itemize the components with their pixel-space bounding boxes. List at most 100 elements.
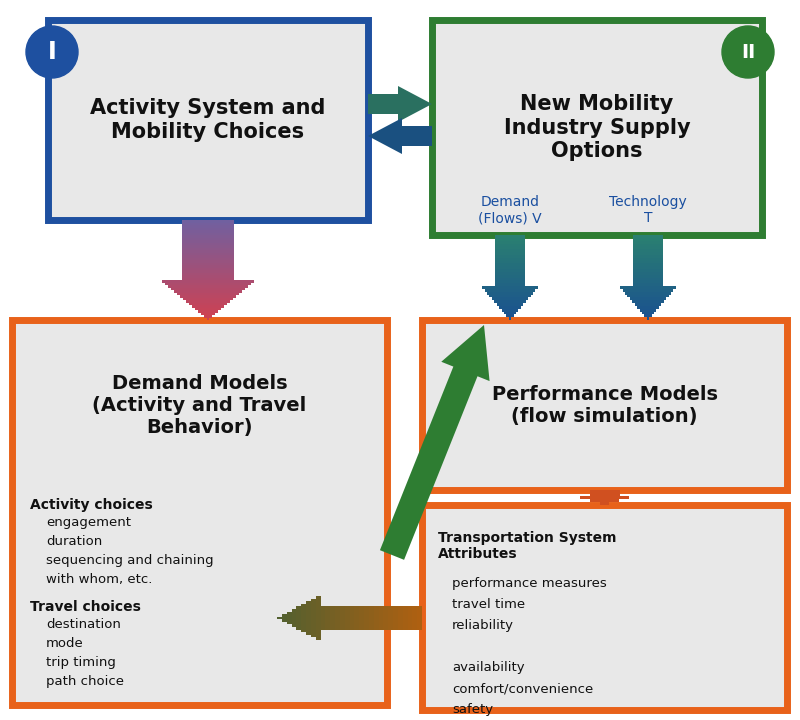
Polygon shape xyxy=(495,243,525,246)
Polygon shape xyxy=(590,499,619,502)
Polygon shape xyxy=(620,286,676,289)
Polygon shape xyxy=(490,294,530,297)
Polygon shape xyxy=(182,228,234,230)
Polygon shape xyxy=(644,315,652,318)
Polygon shape xyxy=(182,233,234,235)
Polygon shape xyxy=(364,606,369,630)
Polygon shape xyxy=(326,606,330,630)
Circle shape xyxy=(722,26,774,78)
Text: safety: safety xyxy=(452,703,493,716)
Text: New Mobility
Industry Supply
Options: New Mobility Industry Supply Options xyxy=(504,94,690,161)
Polygon shape xyxy=(495,269,525,272)
Polygon shape xyxy=(633,240,663,243)
Polygon shape xyxy=(495,261,525,264)
Polygon shape xyxy=(182,248,234,250)
Polygon shape xyxy=(168,285,248,287)
Text: reliability: reliability xyxy=(452,619,514,632)
Polygon shape xyxy=(368,86,432,122)
Polygon shape xyxy=(646,318,650,320)
Polygon shape xyxy=(374,606,378,630)
Text: Technology
T: Technology T xyxy=(609,195,687,225)
Polygon shape xyxy=(633,243,663,246)
Polygon shape xyxy=(633,269,663,272)
Polygon shape xyxy=(194,307,222,310)
Polygon shape xyxy=(633,258,663,261)
Polygon shape xyxy=(633,235,663,238)
Polygon shape xyxy=(633,280,663,283)
Polygon shape xyxy=(637,306,659,309)
Polygon shape xyxy=(495,277,525,280)
Polygon shape xyxy=(506,315,514,318)
Text: Travel choices: Travel choices xyxy=(30,600,141,614)
Polygon shape xyxy=(369,606,374,630)
Polygon shape xyxy=(182,255,234,258)
Polygon shape xyxy=(495,280,525,283)
Text: path choice: path choice xyxy=(46,675,124,688)
Polygon shape xyxy=(509,318,511,320)
Text: duration: duration xyxy=(46,535,102,548)
Polygon shape xyxy=(482,286,538,289)
Polygon shape xyxy=(485,289,535,292)
Polygon shape xyxy=(201,312,215,315)
Polygon shape xyxy=(495,238,525,240)
Text: I: I xyxy=(48,40,56,64)
Polygon shape xyxy=(633,252,663,255)
Text: Transportation System
Attributes: Transportation System Attributes xyxy=(438,531,617,561)
Polygon shape xyxy=(495,246,525,249)
Polygon shape xyxy=(633,266,663,269)
Polygon shape xyxy=(633,264,663,266)
Polygon shape xyxy=(633,249,663,252)
Polygon shape xyxy=(182,260,234,263)
Polygon shape xyxy=(495,249,525,252)
Polygon shape xyxy=(198,310,218,312)
Polygon shape xyxy=(630,297,666,300)
Polygon shape xyxy=(182,245,234,248)
Text: Demand
(Flows) V: Demand (Flows) V xyxy=(478,195,542,225)
Polygon shape xyxy=(633,274,663,277)
Polygon shape xyxy=(182,235,234,238)
Text: comfort/convenience: comfort/convenience xyxy=(452,682,594,695)
Polygon shape xyxy=(321,606,326,630)
Polygon shape xyxy=(182,243,234,245)
Polygon shape xyxy=(600,502,610,505)
Text: Activity choices: Activity choices xyxy=(30,498,153,512)
Text: travel time: travel time xyxy=(452,598,525,611)
Polygon shape xyxy=(368,118,432,154)
Polygon shape xyxy=(182,230,234,233)
Polygon shape xyxy=(182,238,234,240)
Polygon shape xyxy=(590,490,619,493)
Polygon shape xyxy=(380,325,490,560)
Polygon shape xyxy=(497,303,523,306)
Polygon shape xyxy=(499,306,521,309)
Text: availability: availability xyxy=(452,661,525,674)
Polygon shape xyxy=(502,309,518,312)
Text: destination: destination xyxy=(46,618,121,631)
Text: trip timing: trip timing xyxy=(46,656,116,669)
Polygon shape xyxy=(492,297,528,300)
Polygon shape xyxy=(182,277,234,280)
Polygon shape xyxy=(174,290,242,292)
Polygon shape xyxy=(165,282,251,285)
Polygon shape xyxy=(495,283,525,286)
Polygon shape xyxy=(306,601,311,635)
Polygon shape xyxy=(316,596,321,640)
Polygon shape xyxy=(182,265,234,268)
Polygon shape xyxy=(186,300,230,302)
Polygon shape xyxy=(495,252,525,255)
Polygon shape xyxy=(495,258,525,261)
Polygon shape xyxy=(203,315,213,318)
Polygon shape xyxy=(634,303,662,306)
Polygon shape xyxy=(633,238,663,240)
Polygon shape xyxy=(311,598,316,637)
Polygon shape xyxy=(417,606,422,630)
Polygon shape xyxy=(383,606,388,630)
Polygon shape xyxy=(282,614,286,622)
Polygon shape xyxy=(642,312,654,315)
Text: mode: mode xyxy=(46,637,84,650)
FancyBboxPatch shape xyxy=(422,320,787,490)
Polygon shape xyxy=(182,270,234,272)
Polygon shape xyxy=(495,272,525,274)
Polygon shape xyxy=(182,220,234,222)
Polygon shape xyxy=(182,272,234,275)
Polygon shape xyxy=(182,275,234,277)
